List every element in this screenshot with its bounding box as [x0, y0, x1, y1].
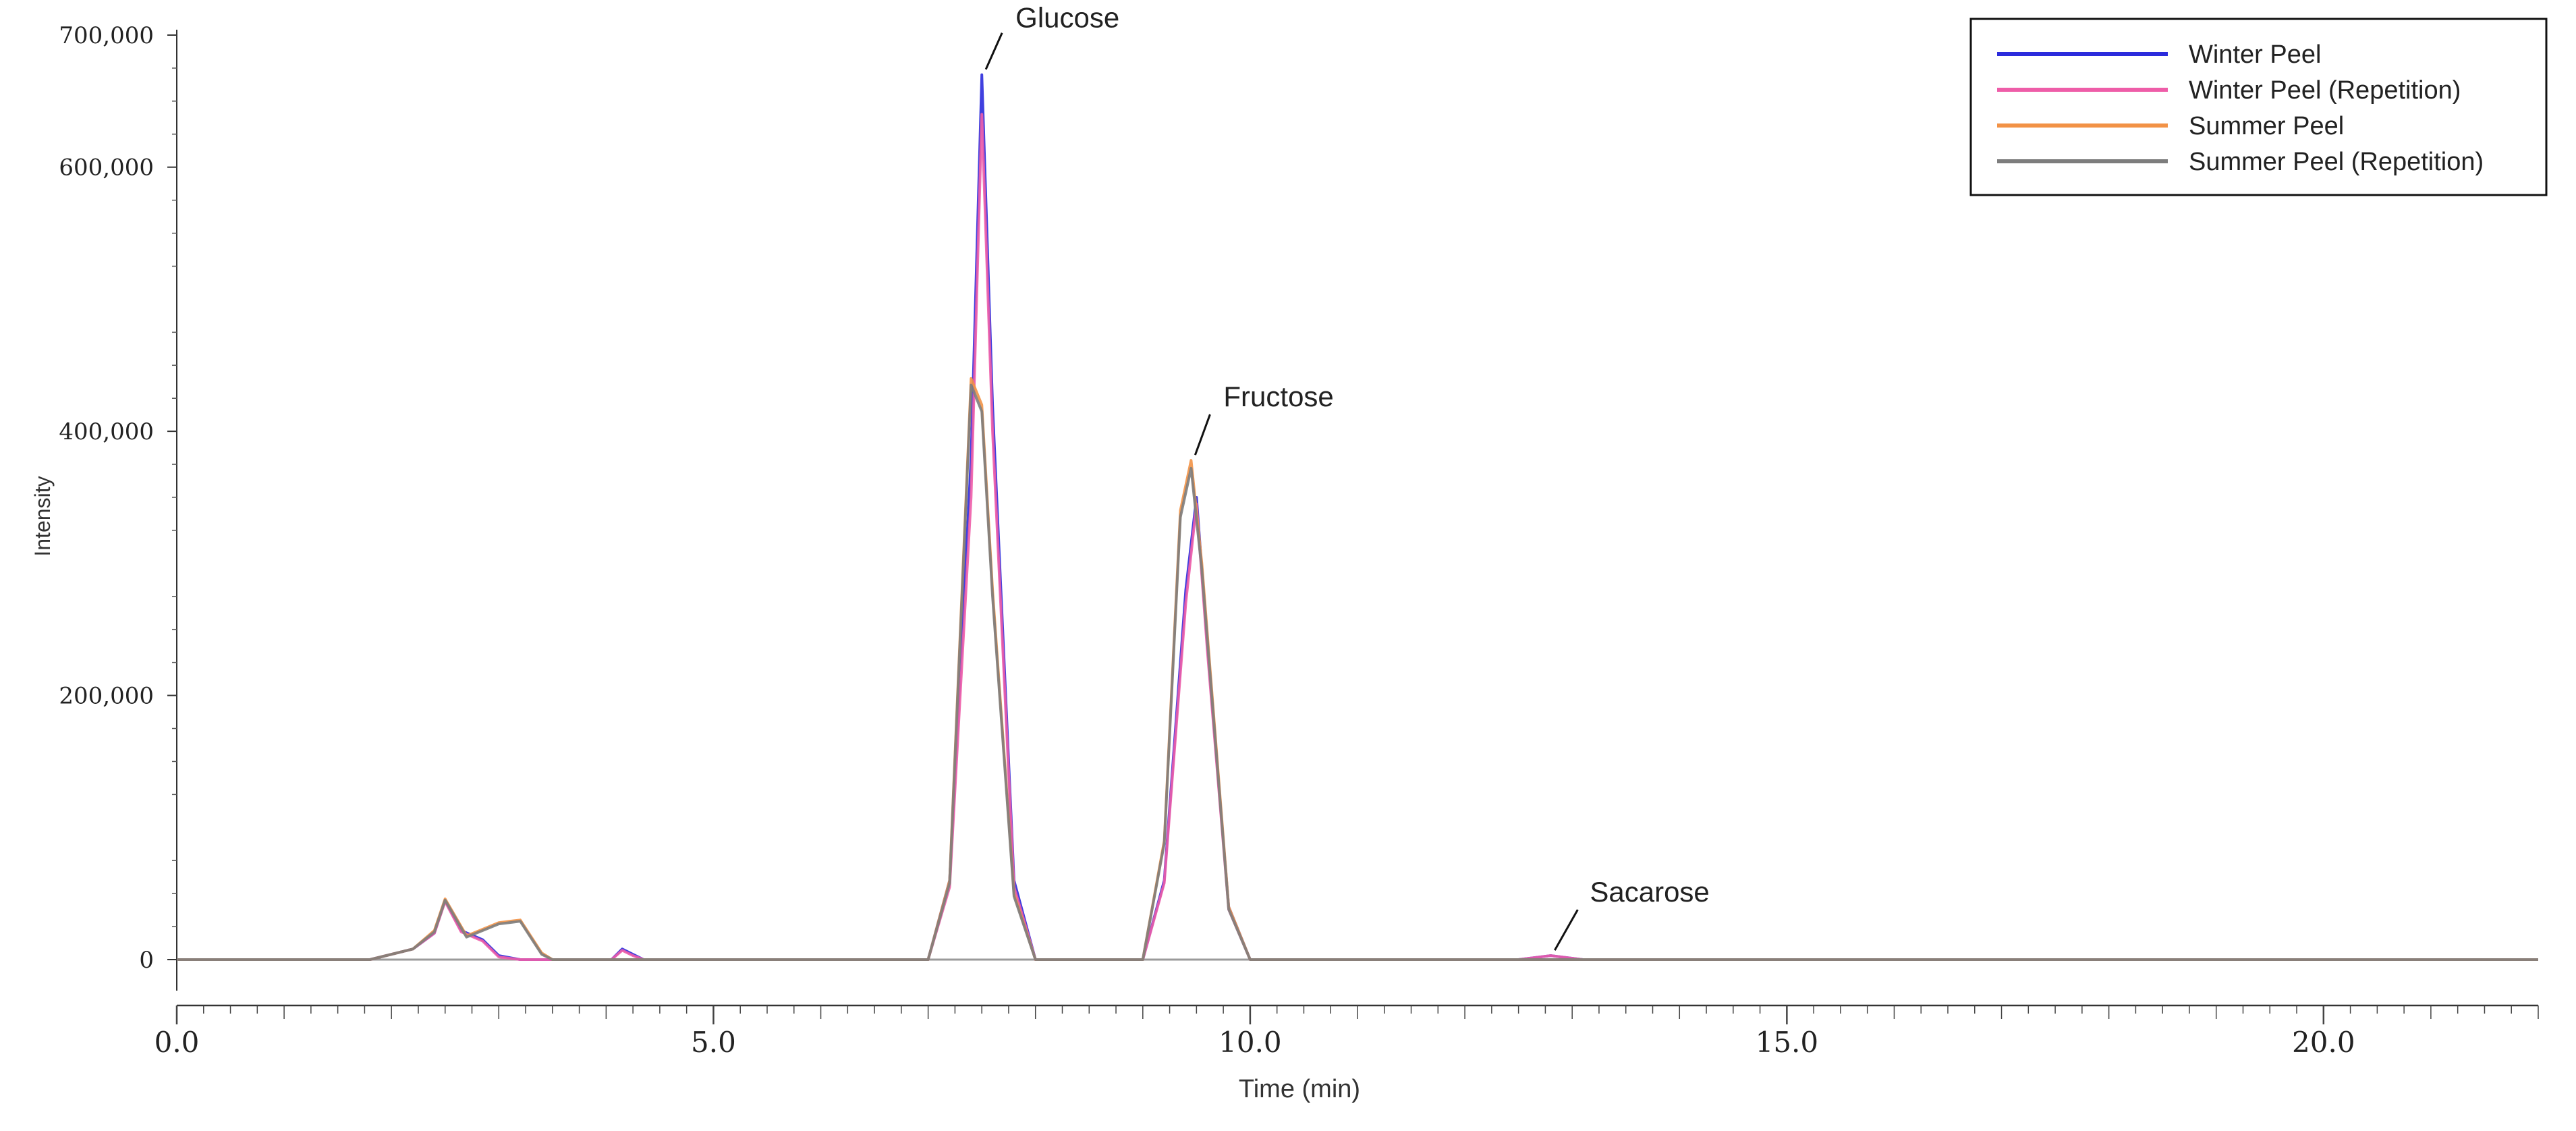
annotation-leader	[984, 32, 1003, 70]
y-tick-label: 0	[139, 947, 154, 974]
y-tick-label: 200,000	[59, 683, 154, 710]
y-tick-label: 400,000	[59, 418, 154, 445]
legend: Winter Peel Winter Peel (Repetition) Summe…	[1969, 18, 2548, 196]
legend-entry: Winter Peel	[2189, 40, 2321, 69]
annotation-label: Glucose	[1015, 2, 1119, 34]
x-tick-label: 5.0	[691, 1026, 736, 1059]
annotation-leader	[1194, 414, 1211, 456]
x-tick-label: 10.0	[1219, 1026, 1282, 1059]
x-axis-label: Time (min)	[1239, 1075, 1360, 1103]
annotation-label: Fructose	[1223, 381, 1333, 412]
series-line-3	[177, 377, 2538, 961]
x-tick-label: 0.0	[155, 1026, 200, 1059]
annotation-label: Sacarose	[1590, 876, 1709, 908]
annotation-layer: Glucose Fructose Sacarose	[984, 2, 1710, 951]
x-tick-label: 15.0	[1756, 1026, 1819, 1059]
series-layer	[177, 73, 2538, 961]
x-tick-label: 20.0	[2292, 1026, 2355, 1059]
series-line-1	[177, 73, 2538, 961]
y-tick-label: 700,000	[59, 22, 154, 49]
legend-entry: Winter Peel (Repetition)	[2189, 76, 2461, 105]
annotation-leader	[1554, 909, 1579, 951]
series-line-2	[177, 113, 2538, 961]
y-tick-label: 600,000	[59, 155, 154, 182]
legend-entry: Summer Peel	[2189, 112, 2344, 140]
legend-box	[1969, 18, 2548, 196]
series-line-4	[177, 383, 2538, 961]
legend-entry: Summer Peel (Repetition)	[2189, 148, 2484, 176]
y-axis-label: Intensity	[30, 476, 55, 556]
